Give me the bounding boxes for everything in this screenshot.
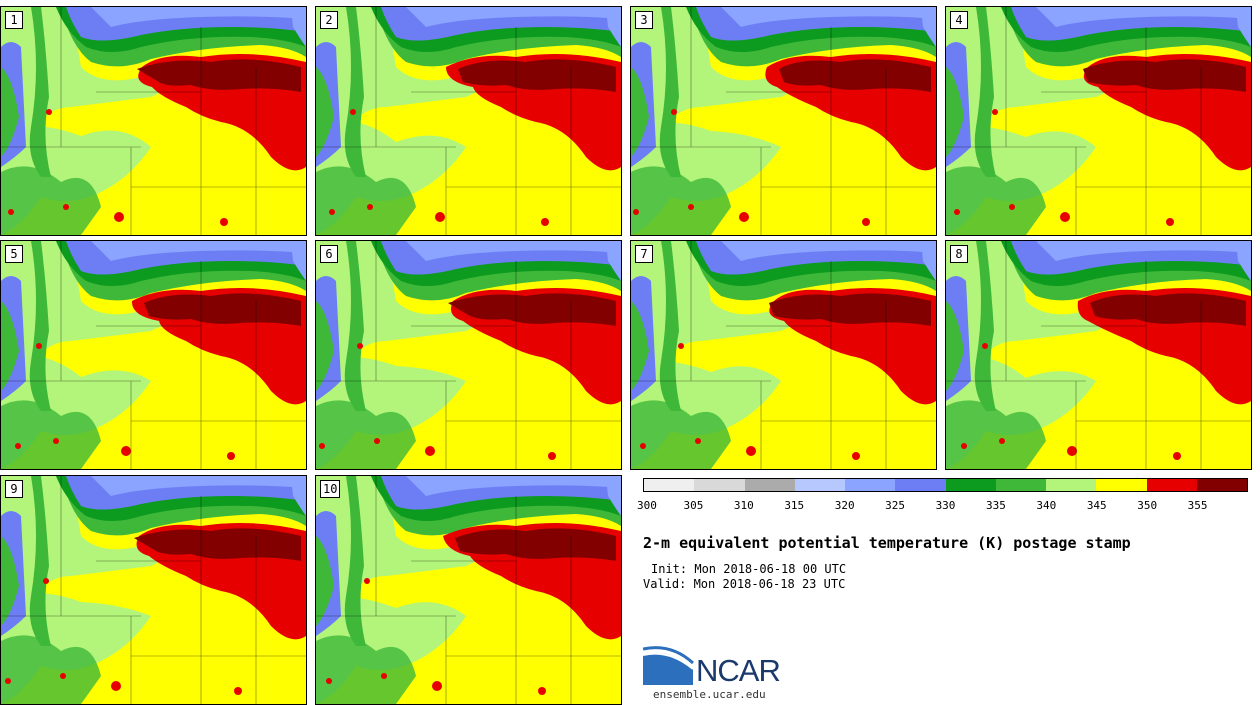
colorbar-tick-label: 350: [1137, 499, 1158, 512]
map-field: [946, 7, 1251, 235]
map-field: [1, 241, 306, 469]
member-panel: 2: [315, 6, 622, 236]
colorbar-tick-label: 355: [1187, 499, 1208, 512]
website-url: ensemble.ucar.edu: [653, 688, 766, 701]
colorbar-swatch: [945, 479, 996, 491]
map-field: [316, 241, 621, 469]
member-number: 7: [635, 245, 653, 263]
init-time: Init: Mon 2018-06-18 00 UTC: [651, 562, 847, 576]
colorbar-swatch: [744, 479, 795, 491]
colorbar-tick-label: 320: [834, 499, 855, 512]
map-field: [1, 7, 306, 235]
member-number: 6: [320, 245, 338, 263]
ncar-logo-icon: [642, 646, 695, 685]
member-number: 3: [635, 11, 653, 29]
member-number: 5: [5, 245, 23, 263]
member-number: 9: [5, 480, 23, 498]
colorbar-swatch: [644, 479, 695, 491]
init-valid-times: Init: Mon 2018-06-18 00 UTC Valid: Mon 20…: [643, 562, 846, 592]
map-field: [631, 7, 936, 235]
member-number: 2: [320, 11, 338, 29]
map-field: [1, 476, 306, 704]
ncar-logo: NCAR ensemble.ucar.edu: [642, 645, 803, 701]
map-field: [316, 476, 621, 704]
member-panel: 4: [945, 6, 1252, 236]
logo-text: NCAR: [696, 653, 781, 688]
colorbar-swatch: [1196, 479, 1247, 491]
member-number: 1: [5, 11, 23, 29]
member-panel: 7: [630, 240, 937, 470]
colorbar-ticks: 300 305 310 315 320 325 330 335 340 345 350 355: [637, 499, 1248, 513]
colorbar-tick-label: 315: [784, 499, 805, 512]
colorbar: [643, 478, 1248, 492]
member-panel: 10: [315, 475, 622, 705]
colorbar-tick-label: 305: [683, 499, 704, 512]
figure-title: 2-m equivalent potential temperature (K)…: [643, 534, 1131, 552]
colorbar-tick-label: 325: [885, 499, 906, 512]
colorbar-tick-label: 335: [985, 499, 1006, 512]
member-panel: 8: [945, 240, 1252, 470]
member-panel: 9: [0, 475, 307, 705]
member-panel: 3: [630, 6, 937, 236]
colorbar-tick-label: 345: [1086, 499, 1107, 512]
colorbar-swatch: [1046, 479, 1097, 491]
colorbar-swatch: [1146, 479, 1197, 491]
colorbar-swatch: [895, 479, 946, 491]
colorbar-swatch: [1096, 479, 1147, 491]
map-field: [946, 241, 1251, 469]
colorbar-tick-label: 340: [1036, 499, 1057, 512]
member-panel: 5: [0, 240, 307, 470]
colorbar-tick-label: 300: [637, 499, 657, 512]
colorbar-swatch: [845, 479, 896, 491]
valid-time: Valid: Mon 2018-06-18 23 UTC: [643, 577, 846, 591]
member-panel: 6: [315, 240, 622, 470]
member-number: 4: [950, 11, 968, 29]
colorbar-tick-label: 330: [935, 499, 956, 512]
map-field: [316, 7, 621, 235]
colorbar-tick-label: 310: [733, 499, 754, 512]
member-number: 10: [320, 480, 341, 498]
colorbar-swatch: [794, 479, 845, 491]
member-panel: 1: [0, 6, 307, 236]
colorbar-swatch: [995, 479, 1046, 491]
map-field: [631, 241, 936, 469]
member-number: 8: [950, 245, 968, 263]
colorbar-swatch: [694, 479, 745, 491]
